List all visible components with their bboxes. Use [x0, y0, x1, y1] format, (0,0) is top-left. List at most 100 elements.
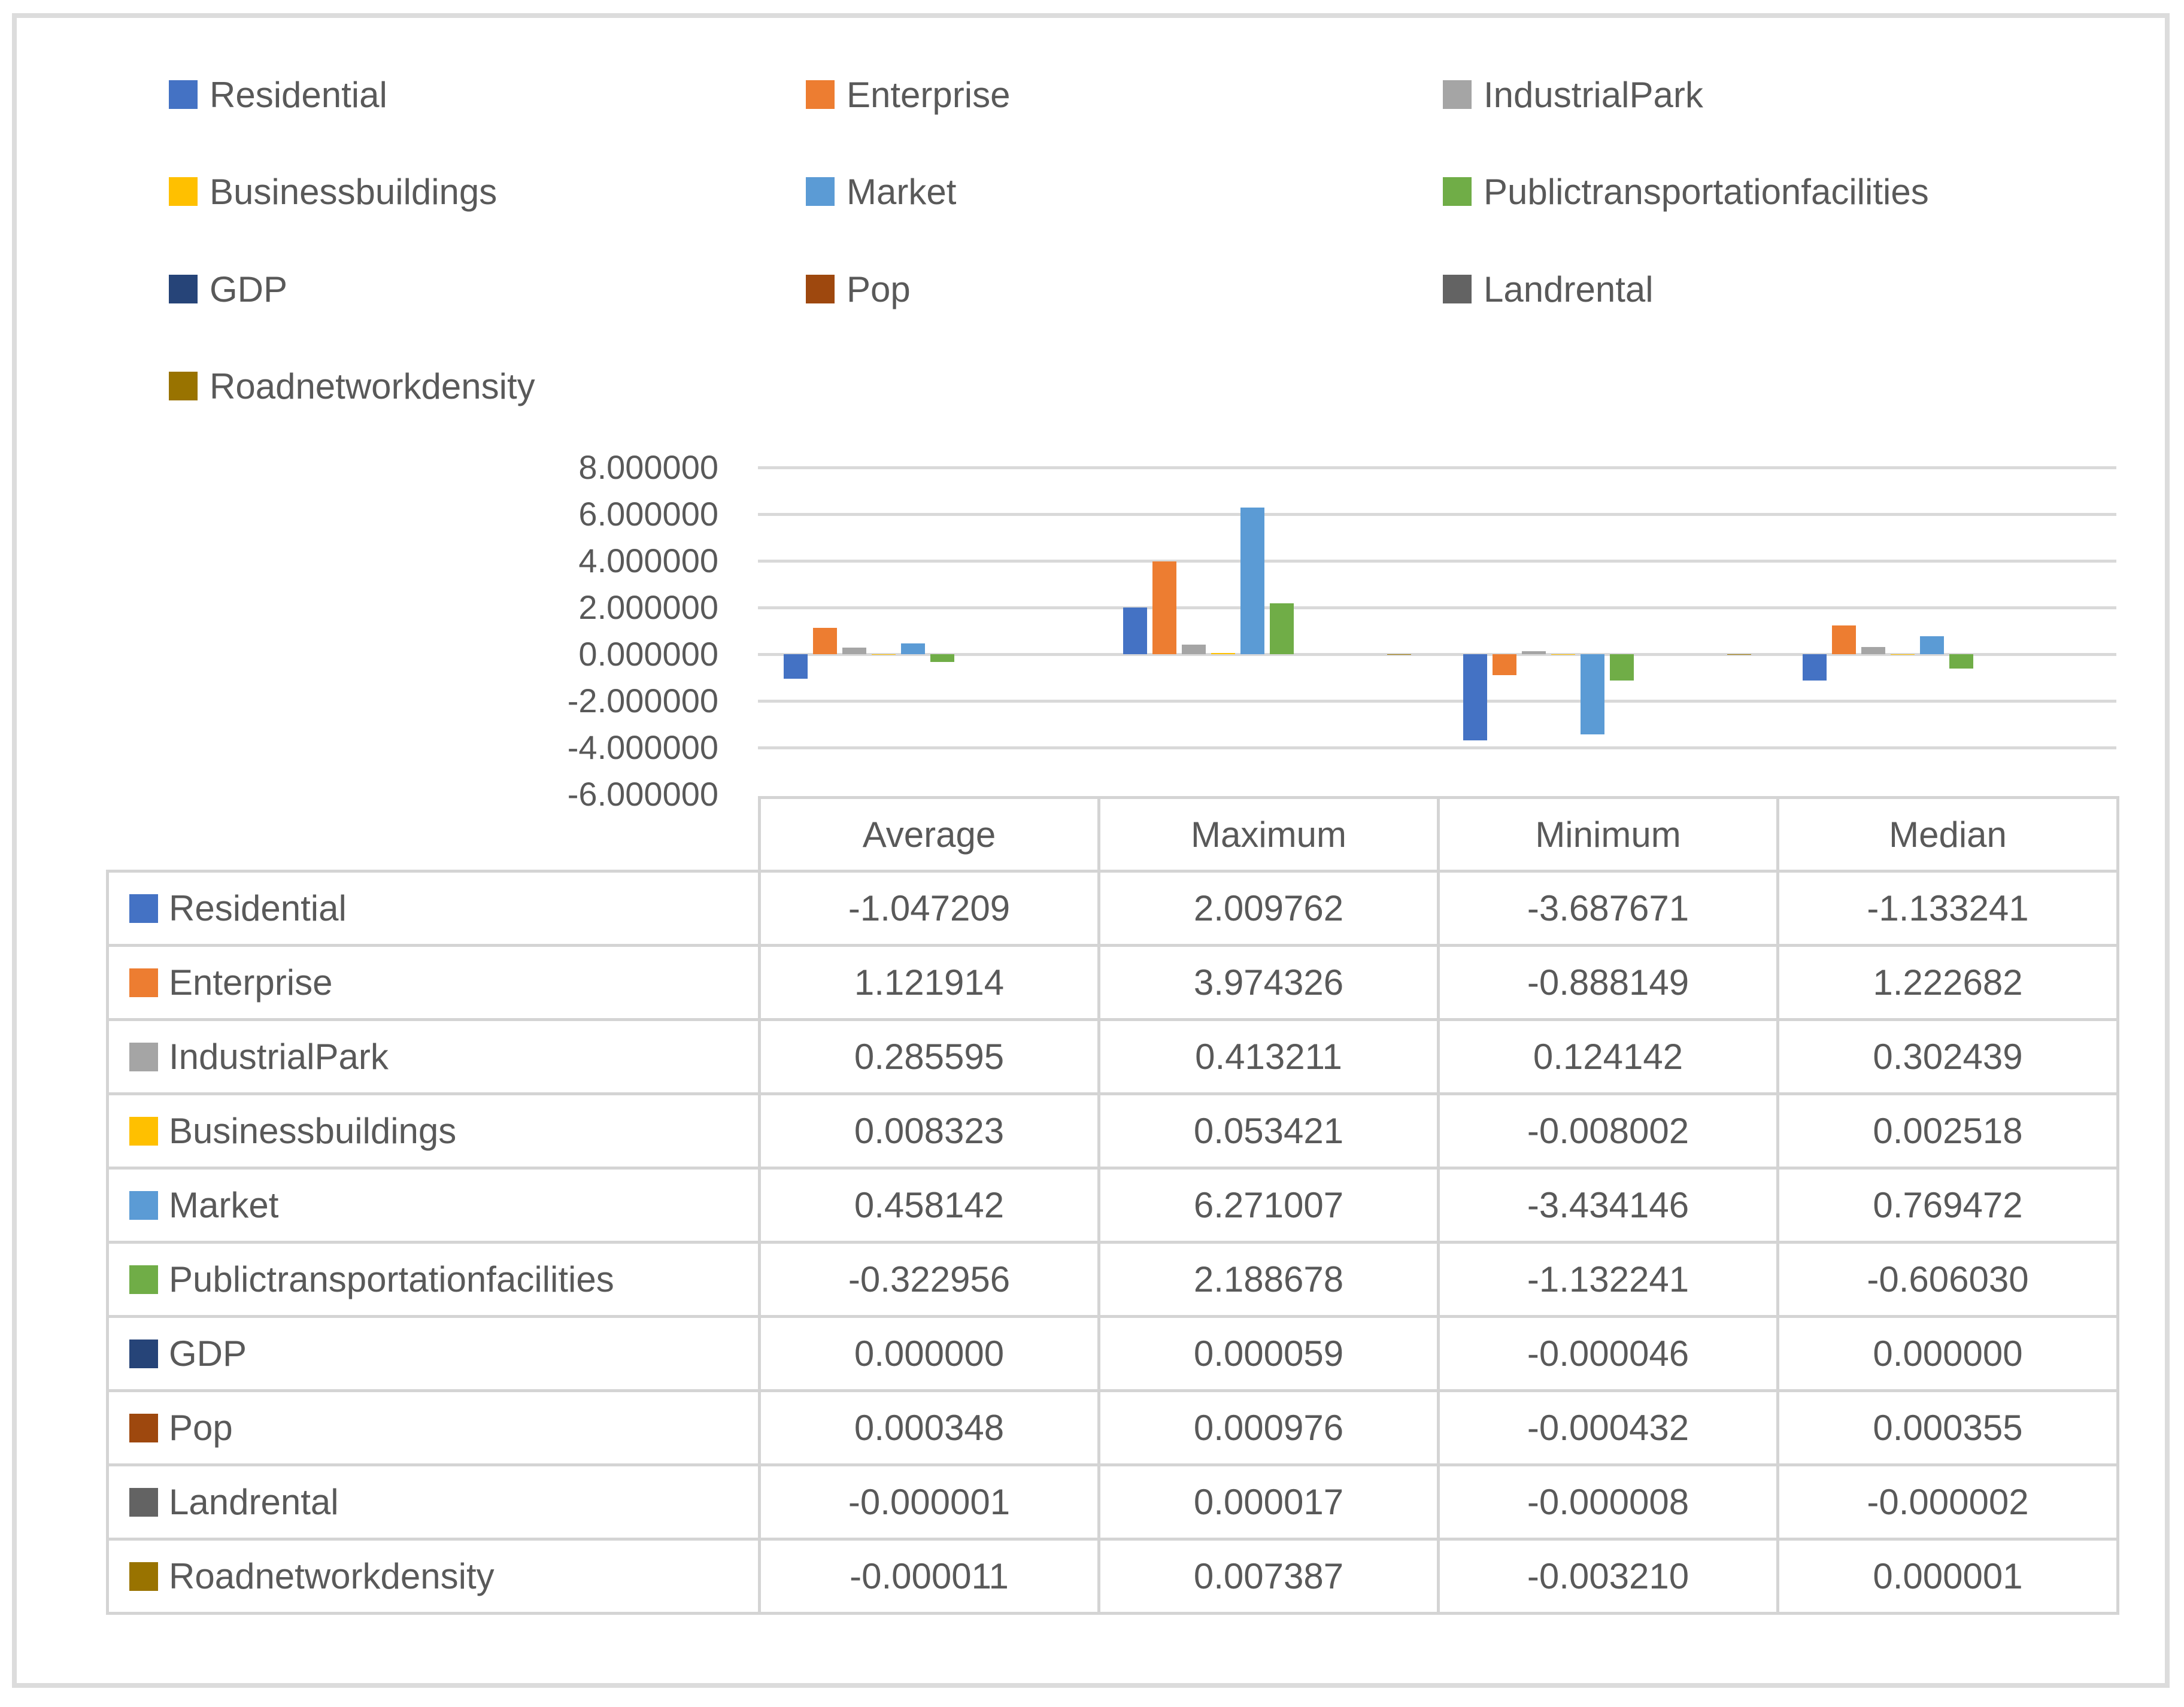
table-cell: 0.000000: [758, 1315, 1100, 1392]
table-cell: 2.009762: [1097, 870, 1440, 947]
bar-industrialpark-average: [842, 647, 867, 654]
table-header-row: Average Maximum Minimum Median: [108, 796, 2119, 873]
gridline: [758, 746, 2116, 749]
bar-enterprise-minimum: [1492, 654, 1516, 675]
table-row-label: Residential: [109, 888, 758, 929]
table-cell: -0.000432: [1437, 1389, 1779, 1466]
table-cell: -0.008002: [1437, 1092, 1779, 1170]
gridline: [758, 653, 2116, 656]
legend-key-icon: [1443, 275, 1472, 303]
legend-key-icon: [1443, 177, 1472, 206]
legend-item-gdp: GDP: [169, 260, 287, 318]
table-row-label-cell: Residential: [106, 870, 761, 947]
table-header-cell-average: Average: [758, 796, 1100, 873]
legend-key-icon: [169, 275, 198, 303]
legend-item-enterprise: Enterprise: [806, 66, 1010, 123]
series-key-icon: [129, 894, 158, 923]
table-row-label-text: Businessbuildings: [169, 1111, 457, 1151]
gridline: [758, 513, 2116, 516]
table-row-label-cell: Landrental: [106, 1463, 761, 1541]
table-row-label: Landrental: [109, 1481, 758, 1523]
table-cell: -0.000002: [1776, 1463, 2119, 1541]
table-cell: -0.003210: [1437, 1538, 1779, 1615]
y-axis-tick-label: 2.000000: [578, 588, 718, 626]
bar-residential-median: [1802, 654, 1827, 681]
table-row-label-cell: Publictransportationfacilities: [106, 1241, 761, 1318]
series-key-icon: [129, 1339, 158, 1368]
table-body: Residential -1.047209 2.009762 -3.687671 -1.…: [106, 870, 2119, 1615]
table-row-label-cell: Market: [106, 1167, 761, 1244]
table-row-label-text: Publictransportationfacilities: [169, 1259, 614, 1299]
table-cell: 0.053421: [1097, 1092, 1440, 1170]
legend-item-residential: Residential: [169, 66, 387, 123]
table-cell: -0.322956: [758, 1241, 1100, 1318]
table-row-label-text: Enterprise: [169, 962, 333, 1003]
table-row-label-cell: IndustrialPark: [106, 1018, 761, 1095]
table-cell: 0.285595: [758, 1018, 1100, 1095]
table-header-cell-maximum: Maximum: [1097, 796, 1440, 873]
bar-residential-maximum: [1123, 607, 1148, 654]
table-row-label-text: IndustrialPark: [169, 1037, 389, 1077]
table-row-roadnetworkdensity: Roadnetworkdensity -0.000011 0.007387 -0.00…: [106, 1538, 2119, 1615]
legend-item-industrialpark: IndustrialPark: [1443, 66, 1703, 123]
data-table-grid: Average Maximum Minimum Median Residential -1…: [106, 796, 2119, 1615]
table-row-label: GDP: [109, 1333, 758, 1374]
data-table: Average Maximum Minimum Median Residential -1…: [106, 796, 2119, 1615]
table-header-cell-median: Median: [1776, 796, 2119, 873]
table-row-label: Businessbuildings: [109, 1110, 758, 1152]
table-head: Average Maximum Minimum Median: [108, 796, 2119, 873]
table-row-residential: Residential -1.047209 2.009762 -3.687671 -1.…: [106, 870, 2119, 947]
table-cell: 0.124142: [1437, 1018, 1779, 1095]
legend-key-icon: [169, 80, 198, 109]
legend-key-icon: [1443, 80, 1472, 109]
bar-industrialpark-maximum: [1182, 644, 1206, 654]
table-cell: 0.000017: [1097, 1463, 1440, 1541]
table-row-industrialpark: IndustrialPark 0.285595 0.413211 0.124142 0.…: [106, 1018, 2119, 1095]
table-row-pop: Pop 0.000348 0.000976 -0.000432 0.000355: [106, 1389, 2119, 1466]
gridline: [758, 700, 2116, 703]
bar-market-median: [1919, 636, 1944, 654]
legend-item-label: Businessbuildings: [210, 171, 498, 212]
legend-item-label: Publictransportationfacilities: [1484, 171, 1929, 212]
table-cell: -0.000001: [758, 1463, 1100, 1541]
table-cell: 0.000976: [1097, 1389, 1440, 1466]
table-row-label: Enterprise: [109, 962, 758, 1003]
table-row-landrental: Landrental -0.000001 0.000017 -0.000008 -0.0…: [106, 1463, 2119, 1541]
table-cell: 6.271007: [1097, 1167, 1440, 1244]
table-cell: 0.002518: [1776, 1092, 2119, 1170]
bar-publictransportationfacilities-average: [930, 654, 955, 662]
legend-item-businessbuildings: Businessbuildings: [169, 163, 497, 220]
series-key-icon: [129, 1116, 158, 1146]
y-axis-tick-label: 4.000000: [578, 542, 718, 579]
series-key-icon: [129, 1487, 158, 1517]
legend-item-label: Enterprise: [847, 74, 1011, 115]
bar-industrialpark-minimum: [1521, 651, 1546, 654]
table-row-label-text: Residential: [169, 888, 347, 928]
table-cell: -1.132241: [1437, 1241, 1779, 1318]
table-cell: -0.888149: [1437, 944, 1779, 1021]
bar-market-minimum: [1580, 654, 1604, 734]
legend-item-label: Pop: [847, 269, 911, 309]
series-key-icon: [129, 968, 158, 997]
gridline: [758, 560, 2116, 563]
bar-residential-minimum: [1463, 654, 1487, 740]
legend-item-roadnetworkdensity: Roadnetworkdensity: [169, 357, 535, 415]
table-cell: 1.222682: [1776, 944, 2119, 1021]
table-cell: 0.000001: [1776, 1538, 2119, 1615]
plot-area: [758, 466, 2116, 797]
y-axis-tick-label: -2.000000: [567, 682, 718, 719]
y-axis-tick-label: 8.000000: [578, 448, 718, 486]
y-axis-tick-label: 0.000000: [578, 635, 718, 673]
gridline: [758, 466, 2116, 469]
table-cell: 0.008323: [758, 1092, 1100, 1170]
legend-key-icon: [806, 177, 835, 206]
bar-enterprise-maximum: [1152, 561, 1177, 654]
legend-item-publictransportationfacilities: Publictransportationfacilities: [1443, 163, 1929, 220]
table-cell: 0.000348: [758, 1389, 1100, 1466]
table-cell: -0.000046: [1437, 1315, 1779, 1392]
table-row-label: IndustrialPark: [109, 1036, 758, 1077]
table-row-label-cell: Enterprise: [106, 944, 761, 1021]
legend-item-label: Roadnetworkdensity: [210, 366, 535, 406]
legend-key-icon: [806, 80, 835, 109]
